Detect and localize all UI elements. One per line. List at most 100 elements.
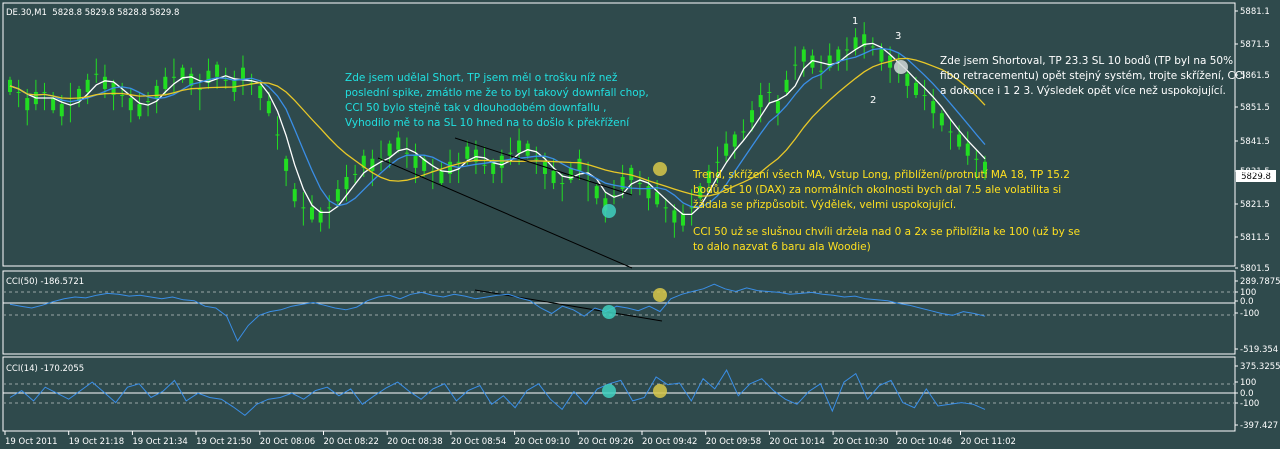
candle-body [629,167,634,181]
y-tick-label: 289.7875 [1240,277,1280,287]
y-tick-label: -519.354 [1240,345,1278,355]
candle-body [335,189,340,202]
candle-body [370,158,375,171]
candle-body [128,98,133,111]
annotation-short1: Zde jsem udělal Short, TP jsem měl o tro… [345,72,649,129]
ohlc-label: 5828.8 5829.8 5828.8 5829.8 [52,8,180,18]
y-tick-label: 5801.5 [1240,264,1270,274]
candle-body [724,143,729,156]
candle-body [836,49,841,62]
annotation-long: Trend, skřížení všech MA, Vstup Long, př… [693,169,1070,211]
candle-body [180,67,185,80]
candle-body [879,49,884,62]
chart-header: DE.30,M1 5828.8 5829.8 5828.8 5829.8 [6,8,179,18]
candle-body [456,161,461,163]
y-tick-label: 100 [1240,378,1256,388]
x-tick-label: 20 Oct 10:46 [897,437,952,447]
ma-slow-line [9,57,986,197]
y-tick-label: 5821.5 [1240,200,1270,210]
y-tick-label: 5831.5 [1240,167,1270,177]
annotation-short2: Zde jsem Shortoval, TP 23.3 SL 10 bodů (… [940,55,1246,97]
signal-markers [602,60,908,398]
candle-body [232,79,237,92]
x-tick-label: 20 Oct 09:42 [642,437,697,447]
x-tick-label: 20 Oct 08:38 [387,437,442,447]
x-tick-label: 19 Oct 21:18 [69,437,124,447]
candle-body [827,55,832,68]
candle-body [361,155,366,168]
cci50-panel[interactable] [2,270,1236,355]
candle-body [732,134,737,147]
candle-body [215,64,220,77]
cci50-title: CCI(50) -186.5721 [6,277,85,287]
candle-body [292,189,297,202]
candle-body [698,186,703,199]
candle-body [396,137,401,150]
candle-body [620,176,625,190]
candle-body [206,70,211,83]
candle-body [741,131,746,133]
candle-body [681,213,686,226]
x-tick-label: 20 Oct 10:14 [769,437,824,447]
candle-body [905,73,910,86]
x-tick-label: 20 Oct 10:30 [833,437,888,447]
candle-body [223,79,228,81]
current-price-label: 5829.8 [1241,172,1271,182]
candle-body [491,161,496,174]
candle-body [197,88,202,90]
candle-body [473,149,478,162]
candle-body [189,73,194,86]
candle-body [542,161,547,174]
candle-body [853,37,858,50]
candle-body [499,155,504,168]
candle-body [111,82,116,96]
annotation-cci-note: CCI 50 už se slušnou chvíli držela nad 0… [693,226,1081,253]
candle-body [784,79,789,92]
candle-body [663,207,668,209]
x-tick-label: 20 Oct 08:22 [324,437,379,447]
candle-body [637,183,642,185]
y-tick-label: 100 [1240,288,1256,298]
candle-body [77,88,82,102]
candle-body [974,158,979,160]
price-panel[interactable] [2,2,1236,267]
y-tick-label: 5841.5 [1240,137,1270,147]
candle-body [577,158,582,171]
candle-body [25,98,30,111]
y-tick-label: 5811.5 [1240,233,1270,243]
candle-body [655,192,660,205]
cci50-marker-yellow [653,288,667,302]
candle-body [137,104,142,117]
y-tick-label: 0.0 [1240,297,1254,307]
candle-body [318,210,323,223]
candle-body [913,82,918,96]
candle-body [560,183,565,185]
candle-body [603,198,608,211]
candle-body [422,158,427,171]
pattern-label-2: 2 [870,95,877,106]
candle-body [672,210,677,223]
candle-body [85,79,90,92]
cci14-panel[interactable] [2,356,1236,432]
price-y-ticks: 5881.1 5871.5 5861.5 5851.5 5841.5 5831.5 5821… [1235,7,1270,274]
candle-body [801,49,806,62]
y-tick-label: -100 [1240,309,1259,319]
candle-body [508,152,513,154]
candle-body [793,64,798,66]
candle-body [819,70,824,72]
pattern-label-1: 1 [852,16,859,27]
ma-fast-line [9,42,986,216]
candle-body [758,95,763,108]
candle-body [862,34,867,47]
candle-body [465,146,470,159]
candle-body [922,95,927,97]
x-tick-label: 20 Oct 09:26 [578,437,633,447]
candle-body [482,164,487,166]
candle-body [715,161,720,163]
candle-body [448,161,453,174]
x-tick-label: 19 Oct 2011 [5,437,58,447]
candle-body [810,55,815,68]
